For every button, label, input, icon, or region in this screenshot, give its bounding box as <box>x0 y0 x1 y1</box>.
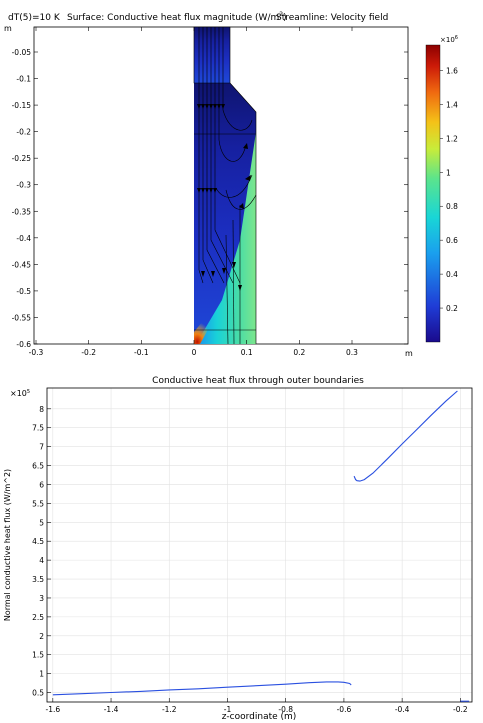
y-tick-label: 1 <box>39 670 44 679</box>
x-tick-label: -1.4 <box>104 705 119 714</box>
y-tick-label: 1.5 <box>32 651 44 660</box>
y-tick-label: 0.5 <box>32 689 44 698</box>
y-tick-label: -0.15 <box>12 101 32 110</box>
heat-flux-hot-region <box>196 132 256 344</box>
y-tick-label: 5.5 <box>32 499 44 508</box>
y-tick-label: 2.5 <box>32 613 44 622</box>
x-tick-label: 0 <box>192 348 197 357</box>
heat-flux-peak-region <box>194 322 210 344</box>
series-line <box>52 681 352 696</box>
parameter-label: dT(5)=10 K <box>8 13 61 23</box>
y-tick-label: -0.25 <box>12 154 32 163</box>
x-tick-label: -0.2 <box>81 348 96 357</box>
x-tick-label: 0.2 <box>293 348 305 357</box>
x-tick-label: -1.2 <box>162 705 177 714</box>
streamline-title: Streamline: Velocity field <box>276 13 388 23</box>
x-axis-label: z-coordinate (m) <box>222 712 297 722</box>
colorbar-tick-label: 1.6 <box>446 66 458 75</box>
y-tick-label: -0.1 <box>16 75 31 84</box>
x-tick-label: -0.6 <box>337 705 352 714</box>
y-tick-label: -0.05 <box>12 48 32 57</box>
colorbar-tick-label: 1.2 <box>446 134 458 143</box>
x-tick-label: -0.8 <box>278 705 293 714</box>
chart-y-axis: 0.5 1 1.5 2 2.5 3 3.5 4 4.5 5 5.5 6 6.5 7 7.5 8 <box>32 405 51 698</box>
y-tick-label: 5 <box>39 518 44 527</box>
colorbar-tick-label: 1 <box>446 168 451 177</box>
x-tick-label: -0.2 <box>453 705 468 714</box>
chart-series <box>52 390 470 702</box>
y-tick-label: -0.3 <box>16 181 31 190</box>
y-tick-label: -0.45 <box>12 260 32 269</box>
y-tick-label: -0.5 <box>16 287 31 296</box>
colorbar-tick-label: 0.2 <box>446 304 458 313</box>
series-line <box>353 390 458 482</box>
y-multiplier: ×105 <box>10 389 30 398</box>
y-tick-label: 4 <box>39 556 44 565</box>
chart-frame <box>46 387 473 703</box>
y-tick-label: -0.4 <box>16 234 31 243</box>
surface-title: Surface: Conductive heat flux magnitude … <box>67 11 287 23</box>
colorbar-tick-label: 1.4 <box>446 100 458 109</box>
y-tick-label: 3.5 <box>32 575 44 584</box>
y-tick-label: 8 <box>39 405 44 414</box>
x-tick-label: -1.6 <box>46 705 61 714</box>
colorbar-gradient <box>425 44 441 343</box>
y-axis-unit: m <box>4 24 12 33</box>
y-tick-label: 6 <box>39 480 44 489</box>
colorbar-tick-label: 0.6 <box>446 236 458 245</box>
colorbar: ×106 1.6 1.4 1.2 1 0.8 0.6 0.4 0.2 <box>425 35 458 343</box>
x-tick-label: 0.3 <box>346 348 358 357</box>
x-tick-label: -0.1 <box>134 348 149 357</box>
chart-grid <box>47 388 472 702</box>
streamline-arrows <box>197 104 251 291</box>
y-tick-label: 4.5 <box>32 537 44 546</box>
colorbar-multiplier: ×106 <box>440 35 458 44</box>
colorbar-tick-label: 0.4 <box>446 270 458 279</box>
x-tick-label: -0.4 <box>395 705 410 714</box>
colorbar-tick-label: 0.8 <box>446 202 458 211</box>
y-tick-label: -0.55 <box>12 313 32 322</box>
y-tick-label: -0.6 <box>16 340 31 349</box>
x-axis-unit: m <box>405 349 413 358</box>
line-chart: Conductive heat flux through outer bound… <box>3 376 473 722</box>
y-axis-label: Normal conductive heat flux (W/m^2) <box>3 469 12 621</box>
chart-x-axis: -1.6 -1.4 -1.2 -1 -0.8 -0.6 -0.4 -0.2 <box>46 698 468 714</box>
x-tick-label: -1 <box>224 705 232 714</box>
colorbar-ticks: 1.6 1.4 1.2 1 0.8 0.6 0.4 0.2 <box>440 66 458 313</box>
y-tick-label: 2 <box>39 632 44 641</box>
x-tick-label: 0.1 <box>241 348 253 357</box>
y-tick-label: -0.2 <box>16 128 31 137</box>
y-tick-label: 7 <box>39 443 44 452</box>
surface-plot: dT(5)=10 K Surface: Conductive heat flux… <box>4 11 458 358</box>
y-tick-label: -0.35 <box>12 207 32 216</box>
y-tick-label: 7.5 <box>32 424 44 433</box>
surface-x-axis: -0.3 -0.2 -0.1 0 0.1 0.2 0.3 <box>29 27 358 357</box>
y-tick-label: 6.5 <box>32 462 44 471</box>
y-tick-label: 3 <box>39 594 44 603</box>
surface-y-axis: -0.05 -0.1 -0.15 -0.2 -0.25 -0.3 -0.35 -0.4 -0.4… <box>12 48 408 349</box>
x-tick-label: -0.3 <box>29 348 44 357</box>
chart-title: Conductive heat flux through outer bound… <box>152 376 364 386</box>
